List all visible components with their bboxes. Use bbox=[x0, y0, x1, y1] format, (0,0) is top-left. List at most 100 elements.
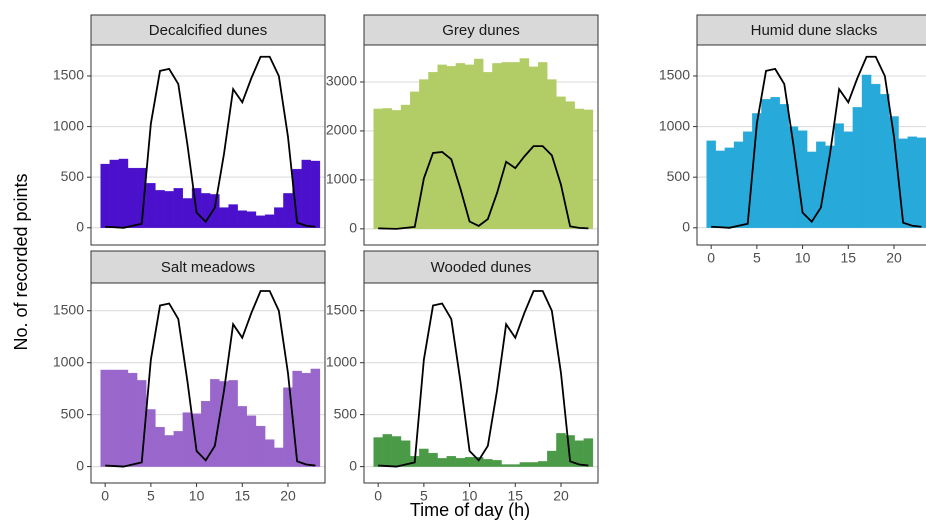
bar bbox=[861, 74, 872, 228]
x-tick-label: 15 bbox=[840, 250, 856, 266]
bar bbox=[173, 431, 184, 467]
bar bbox=[724, 147, 735, 228]
panel-border bbox=[90, 282, 326, 484]
bar bbox=[464, 64, 475, 229]
bar bbox=[310, 368, 321, 467]
panel: Salt meadows 0 500 1000 1500 0 5 10 15 20 bbox=[53, 250, 326, 504]
y-tick-label: 1000 bbox=[53, 117, 84, 133]
bar bbox=[400, 104, 411, 229]
bar bbox=[852, 107, 863, 228]
bar bbox=[574, 108, 584, 229]
bar bbox=[255, 215, 266, 228]
panel-border bbox=[696, 44, 926, 246]
line bbox=[711, 55, 922, 229]
bar bbox=[528, 66, 539, 229]
y-tick-label: 500 bbox=[667, 168, 691, 184]
bar bbox=[446, 66, 457, 229]
bar bbox=[100, 369, 110, 467]
x-tick-label: 10 bbox=[189, 488, 205, 504]
x-tick-label: 20 bbox=[553, 488, 569, 504]
bar bbox=[274, 207, 284, 228]
y-tick-label: 1500 bbox=[53, 67, 84, 83]
x-tick-label: 20 bbox=[886, 250, 902, 266]
bar bbox=[118, 158, 129, 228]
line bbox=[105, 290, 316, 468]
bar bbox=[155, 426, 165, 467]
bar bbox=[391, 110, 402, 229]
bar bbox=[880, 94, 890, 228]
y-tick-label: 0 bbox=[76, 457, 84, 473]
strip-background bbox=[90, 250, 326, 284]
bar bbox=[255, 425, 266, 467]
panel-border bbox=[90, 44, 326, 246]
x-tick-label: 15 bbox=[234, 488, 250, 504]
x-axis-title: Time of day (h) bbox=[410, 500, 530, 520]
bar bbox=[706, 140, 716, 228]
bar bbox=[264, 214, 275, 228]
bar bbox=[473, 457, 484, 467]
panel: Wooded dunes 0 500 1000 1500 0 5 10 15 20 bbox=[326, 250, 599, 504]
x-tick-label: 5 bbox=[420, 488, 428, 504]
panel-title: Decalcified dunes bbox=[149, 22, 267, 39]
x-tick-label: 0 bbox=[101, 488, 109, 504]
bar bbox=[173, 188, 184, 228]
bar bbox=[761, 99, 771, 228]
x-tick-label: 10 bbox=[462, 488, 478, 504]
bar bbox=[373, 437, 383, 467]
bar bbox=[391, 436, 402, 467]
bar bbox=[182, 412, 193, 467]
bar bbox=[246, 415, 257, 467]
bar bbox=[301, 159, 311, 228]
y-tick-label: 500 bbox=[61, 168, 85, 184]
x-tick-label: 0 bbox=[374, 488, 382, 504]
bar bbox=[419, 79, 429, 229]
panel: Humid dune slacks 0 500 1000 1500 0 5 10 15 20 bbox=[659, 14, 926, 266]
y-axis-title: No. of recorded points bbox=[11, 173, 31, 350]
bar bbox=[283, 193, 293, 228]
bar bbox=[382, 108, 393, 229]
bar bbox=[264, 439, 275, 467]
bar bbox=[237, 210, 247, 228]
bar bbox=[400, 440, 411, 467]
y-tick-label: 1000 bbox=[53, 353, 84, 369]
bar bbox=[237, 406, 247, 467]
panel-title: Humid dune slacks bbox=[751, 22, 878, 39]
bar bbox=[109, 159, 120, 228]
bar bbox=[834, 123, 844, 228]
panel-title: Salt meadows bbox=[161, 259, 255, 276]
bar bbox=[501, 464, 511, 467]
bar bbox=[437, 458, 447, 467]
bar bbox=[583, 109, 594, 229]
panel-title: Wooded dunes bbox=[431, 259, 532, 276]
x-tick-label: 0 bbox=[707, 250, 715, 266]
panel-border bbox=[363, 44, 599, 246]
x-tick-label: 20 bbox=[280, 488, 296, 504]
bar bbox=[733, 141, 744, 228]
bar bbox=[473, 58, 484, 229]
bar bbox=[155, 190, 165, 228]
strip-background bbox=[363, 250, 599, 284]
bar bbox=[510, 464, 520, 467]
bar bbox=[455, 63, 466, 229]
bar bbox=[437, 64, 447, 229]
bar bbox=[292, 370, 302, 467]
bar bbox=[428, 452, 438, 467]
y-tick-label: 1500 bbox=[659, 67, 690, 83]
bar bbox=[127, 372, 138, 467]
bar bbox=[779, 104, 790, 228]
bar bbox=[310, 160, 321, 228]
line bbox=[378, 290, 589, 468]
bar bbox=[907, 136, 917, 228]
bar bbox=[583, 438, 594, 467]
bar bbox=[127, 167, 138, 228]
y-tick-label: 500 bbox=[334, 405, 358, 421]
y-tick-label: 2000 bbox=[326, 122, 357, 138]
bar bbox=[100, 163, 110, 228]
bar bbox=[164, 191, 174, 228]
bar bbox=[464, 457, 475, 467]
bar bbox=[446, 456, 457, 467]
bar bbox=[228, 380, 238, 467]
bar bbox=[373, 108, 383, 229]
bar bbox=[301, 372, 311, 467]
bar bbox=[547, 450, 557, 467]
